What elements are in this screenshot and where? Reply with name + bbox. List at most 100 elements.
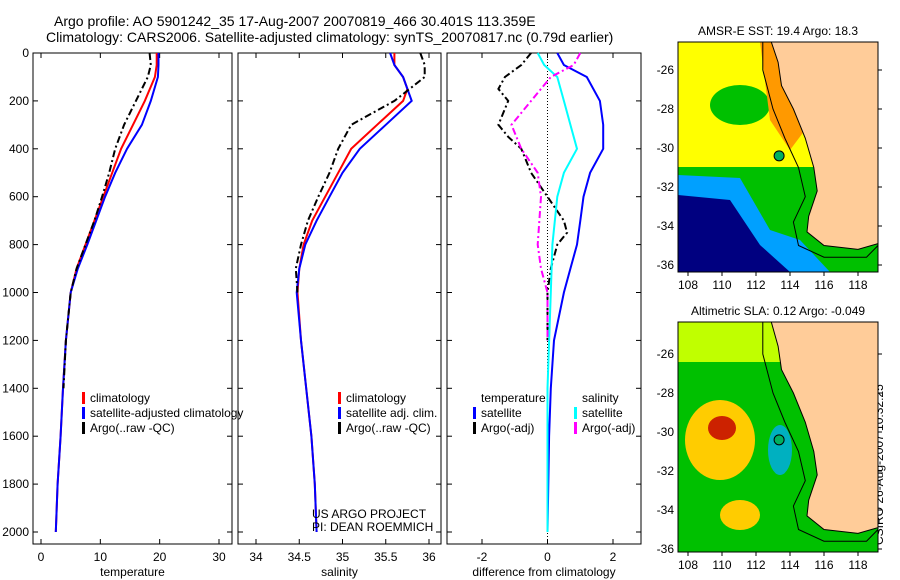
x-axis-label: salinity — [321, 565, 358, 579]
map-title: AMSR-E SST: 19.4 Argo: 18.3 — [698, 24, 858, 38]
legend-entry: Argo(-adj) — [582, 421, 635, 435]
field-yellow — [685, 400, 755, 480]
legend-entry-swatch — [338, 407, 341, 419]
annotation-project: US ARGO PROJECT — [312, 507, 427, 521]
series-line-argo-raw-qc- — [294, 52, 426, 293]
title-line-2: Climatology: CARS2006. Satellite-adjuste… — [46, 29, 614, 45]
legend-entry: climatology — [346, 391, 406, 405]
x-tick-label: -2 — [477, 550, 488, 564]
y-tick-label: 1600 — [2, 429, 29, 443]
land — [770, 42, 878, 250]
x-tick-label: 20 — [153, 550, 167, 564]
panel-0-frame — [32, 52, 233, 545]
x-tick-label: 34 — [249, 550, 263, 564]
x-tick-label: 0 — [38, 550, 45, 564]
map-title: Altimetric SLA: 0.12 Argo: -0.049 — [691, 304, 865, 318]
title-line-1: Argo profile: AO 5901242_35 17-Aug-2007 … — [54, 13, 536, 29]
legend-entry: satellite-adjusted climatology — [90, 406, 243, 420]
legend-entry: Argo(-adj) — [481, 421, 534, 435]
map-x-tick-label: 110 — [712, 278, 731, 292]
map-x-tick-label: 116 — [814, 558, 833, 572]
map-x-tick-label: 112 — [746, 558, 765, 572]
series-line-salinity-argo-adj- — [510, 52, 582, 341]
legend-entry-swatch — [473, 407, 476, 419]
x-tick-label: 0 — [544, 550, 551, 564]
map-x-tick-label: 118 — [848, 278, 867, 292]
legend-entry-swatch — [473, 422, 476, 434]
series-line-temperature-argo-adj- — [497, 52, 569, 341]
legend-entry: Argo(..raw -QC) — [346, 421, 431, 435]
field-red — [708, 416, 736, 440]
annotation-pi: PI: DEAN ROEMMICH — [312, 520, 433, 534]
shelf-contour — [762, 322, 878, 542]
map-frame — [677, 321, 879, 553]
x-axis-label: difference from climatology — [472, 565, 615, 579]
legend-header-temperature: temperature — [481, 391, 546, 405]
map-y-tick-label: -34 — [657, 219, 675, 233]
y-tick-label: 600 — [9, 190, 29, 204]
y-tick-label: 0 — [22, 46, 29, 60]
legend-entry-swatch — [338, 422, 341, 434]
legend-entry-swatch — [574, 422, 577, 434]
map-y-tick-label: -30 — [657, 141, 675, 155]
map-x-tick-label: 114 — [780, 278, 799, 292]
map-0: AMSR-E SST: 19.4 Argo: 18.3 108 110 112 114 1… — [657, 24, 882, 292]
map-y-tick-label: -28 — [657, 386, 675, 400]
legend-entry: Argo(..raw -QC) — [90, 421, 175, 435]
panel-1-frame — [237, 52, 442, 545]
y-tick-label: 1200 — [2, 333, 29, 347]
field-deep — [678, 195, 790, 272]
legend-entry: satellite adj. clim. — [346, 406, 437, 420]
map-x-tick-label: 112 — [746, 278, 765, 292]
y-tick-label: 1400 — [2, 381, 29, 395]
series-line-temperature-satellite — [546, 52, 605, 533]
map-x-tick-label: 118 — [848, 558, 867, 572]
y-tick-label: 800 — [9, 238, 29, 252]
legend-entry: satellite — [582, 406, 623, 420]
land — [770, 322, 878, 534]
map-x-tick-label: 110 — [712, 558, 731, 572]
y-tick-label: 2000 — [2, 525, 29, 539]
series-line-satellite-adj-clim- — [295, 52, 413, 533]
legend-header-salinity: salinity — [582, 391, 619, 405]
map-y-tick-label: -26 — [657, 63, 675, 77]
y-tick-label: 1800 — [2, 477, 29, 491]
map-frame — [677, 41, 879, 273]
map-y-tick-label: -26 — [657, 347, 675, 361]
x-axis-label: temperature — [100, 565, 165, 579]
x-tick-label: 2 — [610, 550, 617, 564]
y-tick-label: 400 — [9, 142, 29, 156]
legend-entry-swatch — [574, 407, 577, 419]
argo-float-marker — [773, 434, 785, 446]
map-field — [678, 42, 878, 272]
map-y-tick-label: -36 — [657, 258, 675, 272]
x-tick-label: 36 — [422, 550, 436, 564]
y-tick-label: 200 — [9, 94, 29, 108]
map-x-tick-label: 116 — [814, 278, 833, 292]
legend-entry-swatch — [82, 422, 85, 434]
map-y-tick-label: -28 — [657, 102, 675, 116]
x-tick-label: 34.5 — [288, 550, 312, 564]
map-y-tick-label: -32 — [657, 464, 675, 478]
panel-2-frame — [446, 52, 642, 545]
shelf-contour — [762, 42, 878, 258]
map-x-tick-label: 108 — [678, 558, 698, 572]
map-x-tick-label: 108 — [678, 278, 698, 292]
y-tick-label: 1000 — [2, 286, 29, 300]
series-line-argo-raw-qc- — [62, 52, 152, 389]
x-tick-label: 10 — [94, 550, 108, 564]
field-cyan — [768, 425, 792, 475]
series-line-satellite-adjusted-climatology — [54, 53, 160, 533]
map-x-tick-label: 114 — [780, 558, 799, 572]
legend-entry-swatch — [338, 392, 341, 404]
map-field — [678, 322, 878, 552]
x-tick-label: 35 — [336, 550, 350, 564]
map-y-tick-label: -34 — [657, 503, 675, 517]
legend-entry-swatch — [82, 407, 85, 419]
field-yellow2 — [720, 500, 760, 530]
x-tick-label: 30 — [212, 550, 226, 564]
legend-entry: satellite — [481, 406, 522, 420]
map-y-tick-label: -32 — [657, 180, 675, 194]
